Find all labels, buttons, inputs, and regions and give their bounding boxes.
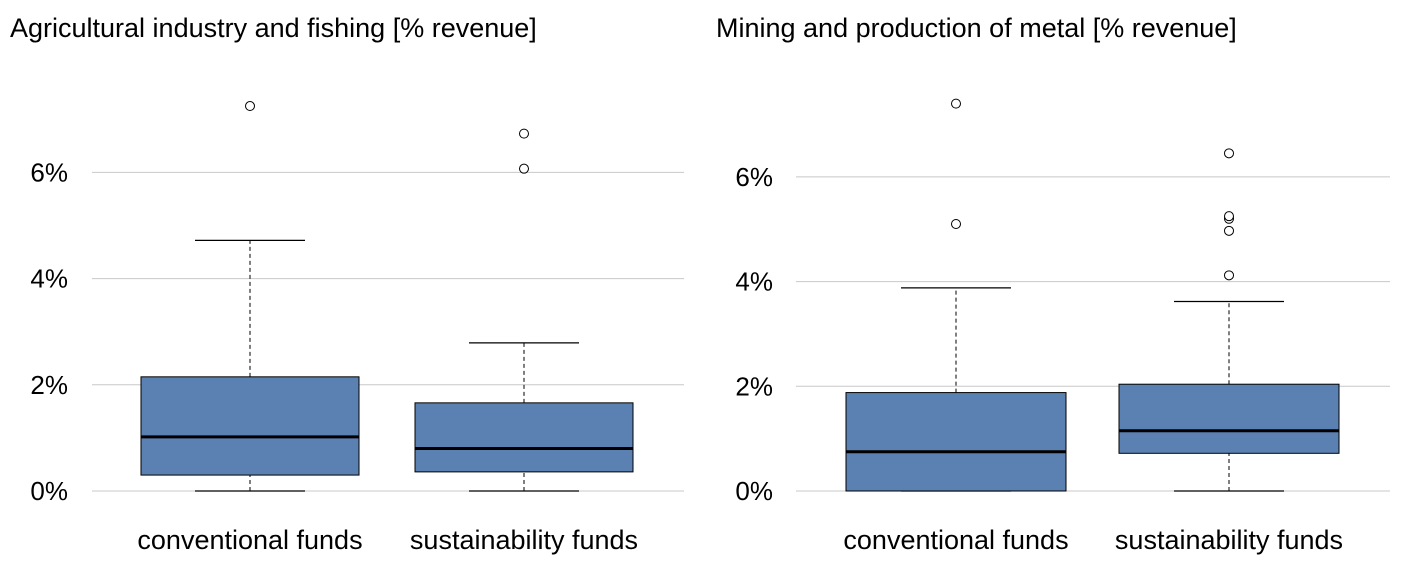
y-tick-label: 6% (30, 157, 68, 187)
y-tick-label: 6% (735, 162, 773, 192)
x-category-label: conventional funds (137, 525, 362, 555)
y-tick-label: 2% (30, 370, 68, 400)
y-tick-label: 4% (735, 267, 773, 297)
y-tick-label: 0% (30, 476, 68, 506)
outlier-point (1224, 148, 1234, 159)
iqr-box (414, 402, 634, 473)
outlier-point (951, 98, 961, 109)
x-category-label: conventional funds (843, 525, 1068, 555)
chart-panel-mining: Mining and production of metal [% revenu… (716, 13, 1390, 555)
iqr-box (845, 392, 1067, 492)
outlier-point (245, 101, 255, 112)
chart-title: Mining and production of metal [% revenu… (716, 13, 1237, 43)
iqr-box (1118, 383, 1340, 454)
outlier-point (519, 128, 529, 139)
iqr-box (140, 376, 360, 476)
outlier-point (1224, 225, 1234, 236)
y-tick-label: 4% (30, 264, 68, 294)
outlier-point (1224, 211, 1234, 222)
chart-panel-agriculture: Agricultural industry and fishing [% rev… (10, 13, 684, 555)
outlier-point (951, 219, 961, 230)
y-tick-label: 2% (735, 371, 773, 401)
x-category-label: sustainability funds (410, 525, 638, 555)
chart-title: Agricultural industry and fishing [% rev… (10, 13, 537, 43)
y-tick-label: 0% (735, 476, 773, 506)
outlier-point (1224, 270, 1234, 281)
x-category-label: sustainability funds (1115, 525, 1343, 555)
outlier-point (519, 163, 529, 174)
